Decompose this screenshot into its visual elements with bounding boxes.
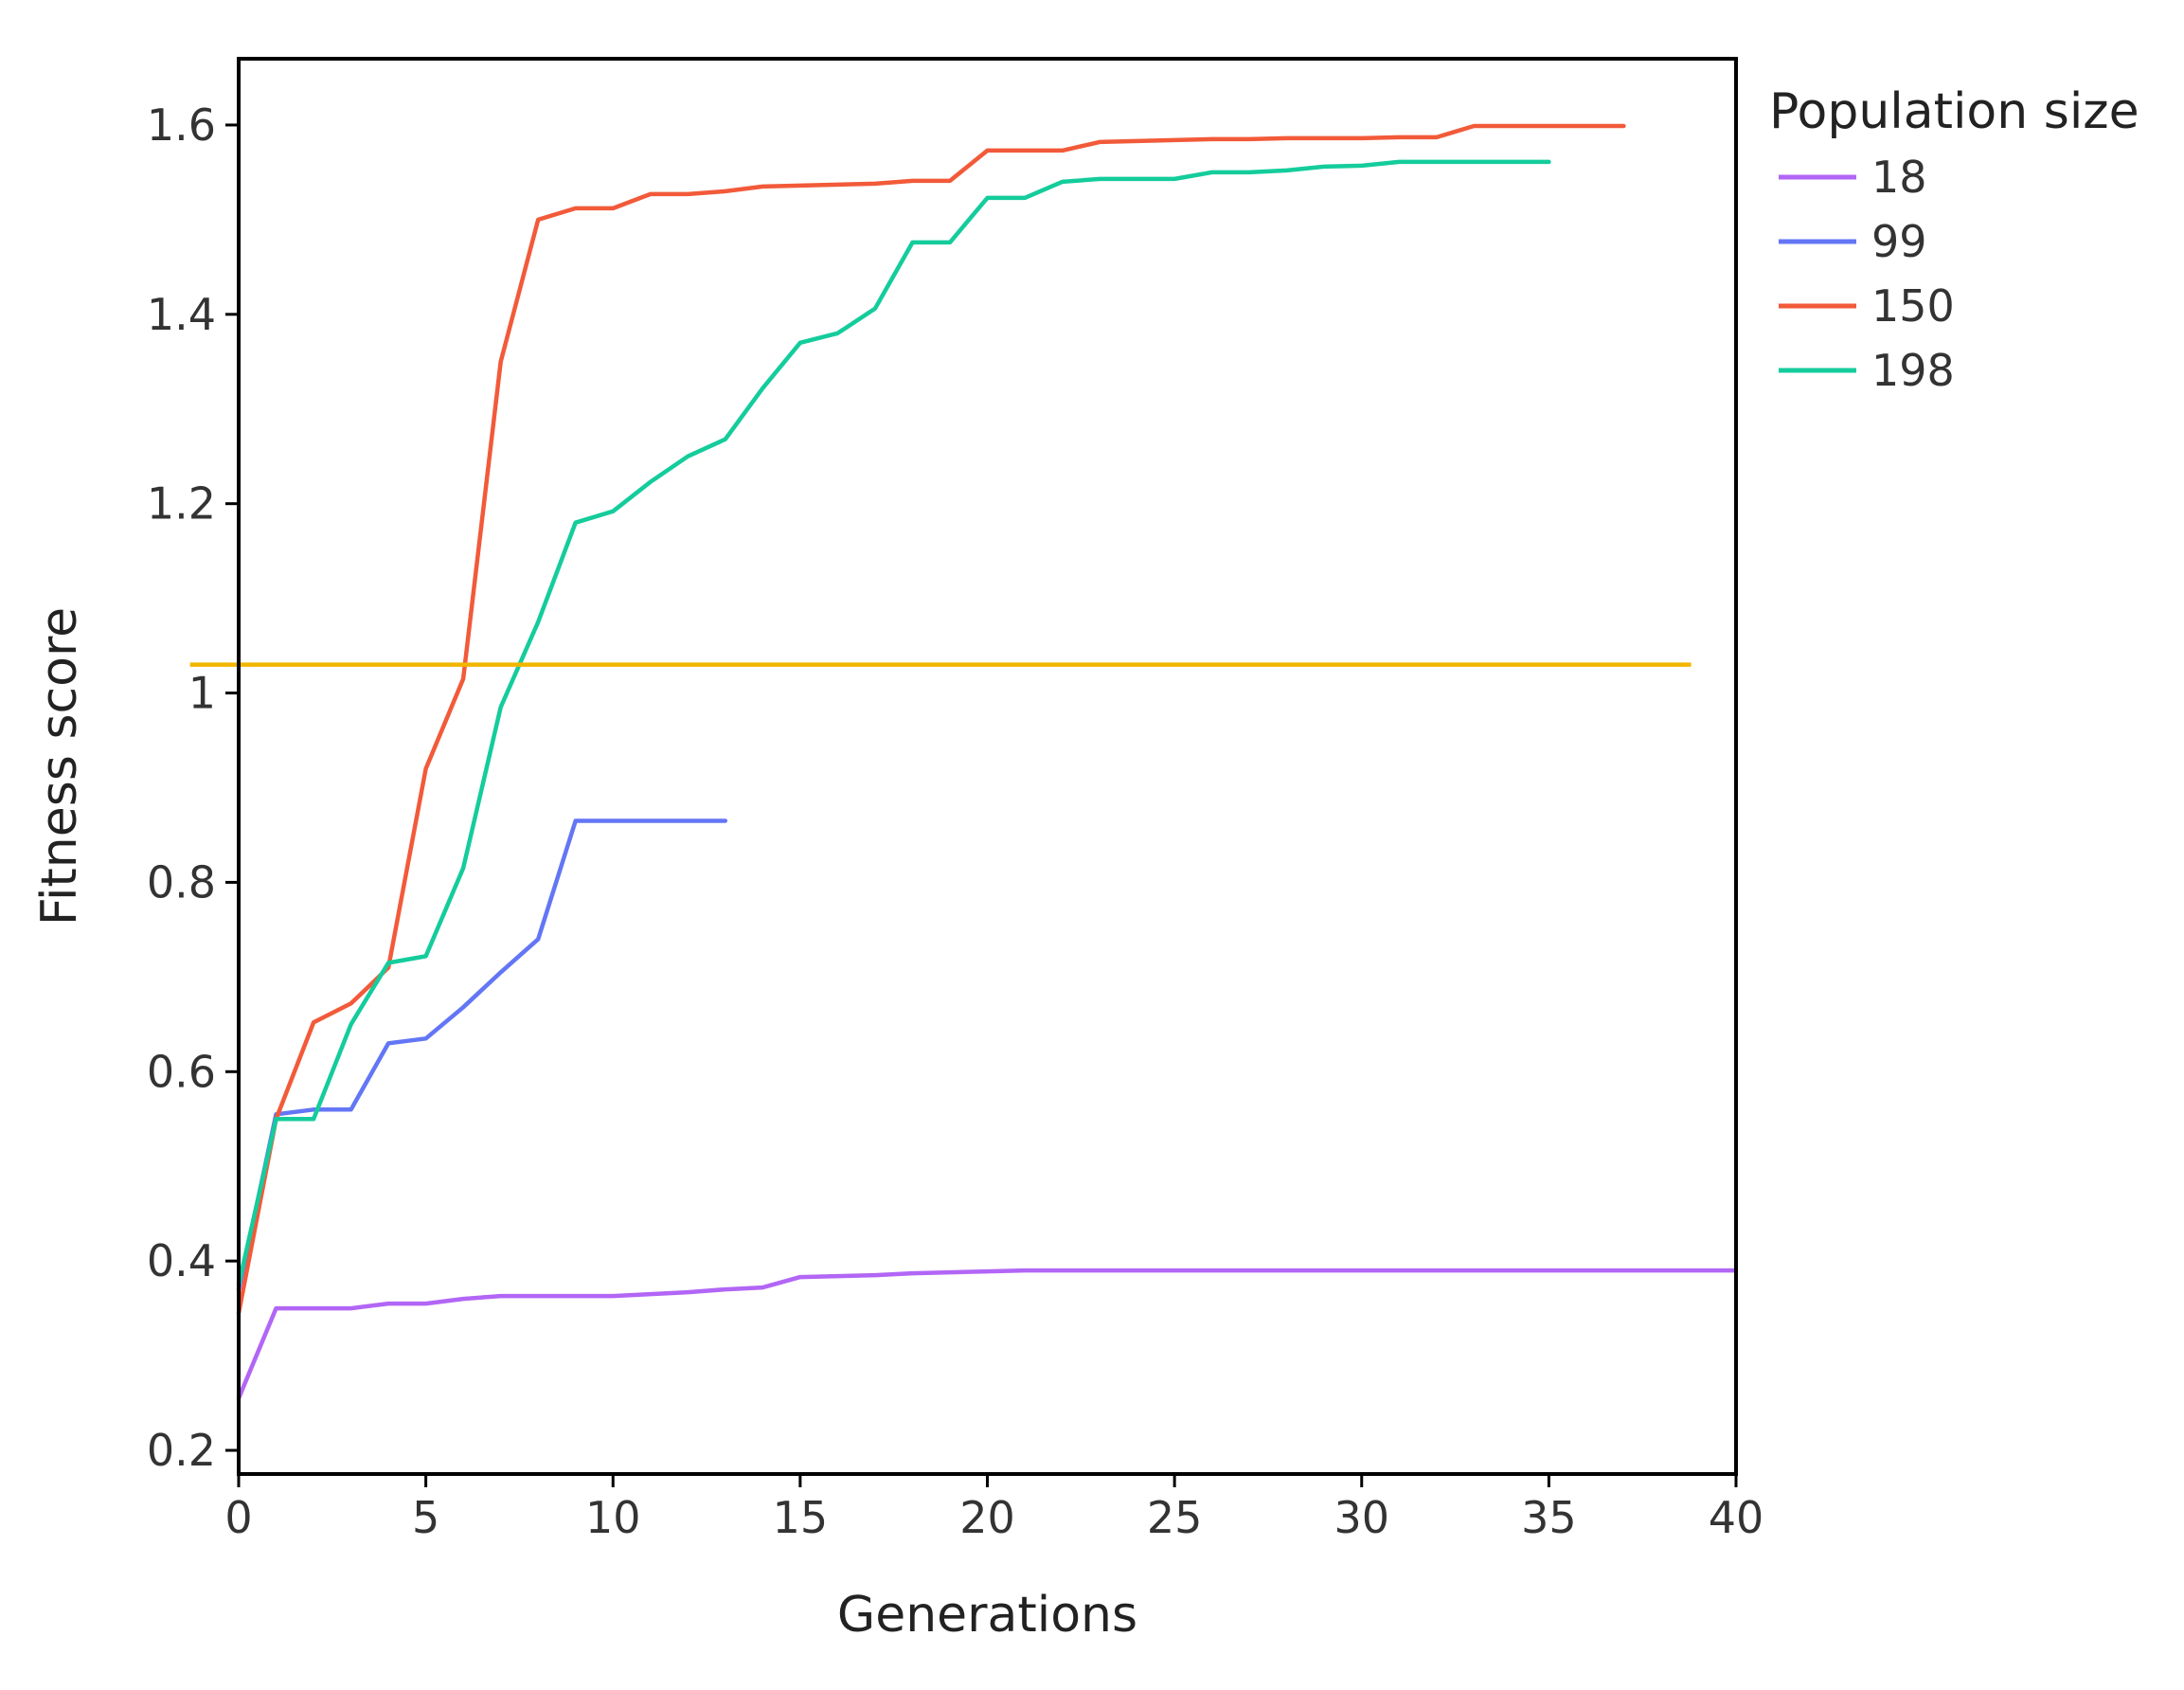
legend-label: 18 <box>1871 152 1927 203</box>
legend-item-198[interactable]: 198 <box>1779 345 1955 396</box>
y-tick-label: 0.4 <box>147 1235 216 1286</box>
x-tick-label: 10 <box>585 1492 641 1543</box>
y-tick-label: 1.6 <box>147 99 216 151</box>
legend[interactable]: Population size 18 99 150 198 <box>1769 83 2139 396</box>
x-tick-label: 5 <box>412 1492 439 1543</box>
x-tick-label: 40 <box>1709 1492 1764 1543</box>
series-line-150 <box>236 123 1626 1316</box>
y-tick-label: 0.6 <box>147 1046 216 1097</box>
legend-label: 99 <box>1871 216 1927 267</box>
x-tick-label: 35 <box>1521 1492 1577 1543</box>
series-line-18 <box>236 1268 1739 1401</box>
legend-item-99[interactable]: 99 <box>1779 216 1927 267</box>
y-tick-label: 1.2 <box>147 478 216 530</box>
legend-item-150[interactable]: 150 <box>1779 280 1955 332</box>
y-axis-title: Fitness score <box>31 607 88 926</box>
y-tick-label: 1 <box>188 668 216 719</box>
legend-label: 150 <box>1871 280 1955 332</box>
x-axis-title: Generations <box>837 1587 1137 1644</box>
x-axis: 0 5 10 15 20 25 30 35 40 <box>224 1474 1763 1543</box>
x-tick-label: 25 <box>1147 1492 1203 1543</box>
series-line-99 <box>236 818 728 1292</box>
x-tick-label: 15 <box>773 1492 829 1543</box>
x-tick-label: 30 <box>1334 1492 1389 1543</box>
x-tick-label: 0 <box>224 1492 252 1543</box>
y-axis: 0.2 0.4 0.6 0.8 1 1.2 1.4 1.6 <box>147 99 239 1476</box>
legend-label: 198 <box>1871 345 1955 396</box>
legend-title: Population size <box>1769 83 2139 140</box>
series-layer <box>236 123 1739 1401</box>
legend-item-18[interactable]: 18 <box>1779 152 1927 203</box>
y-tick-label: 0.2 <box>147 1425 216 1476</box>
y-tick-label: 1.4 <box>147 289 216 340</box>
y-tick-label: 0.8 <box>147 856 216 908</box>
series-line-198 <box>236 159 1551 1287</box>
x-tick-label: 20 <box>959 1492 1015 1543</box>
